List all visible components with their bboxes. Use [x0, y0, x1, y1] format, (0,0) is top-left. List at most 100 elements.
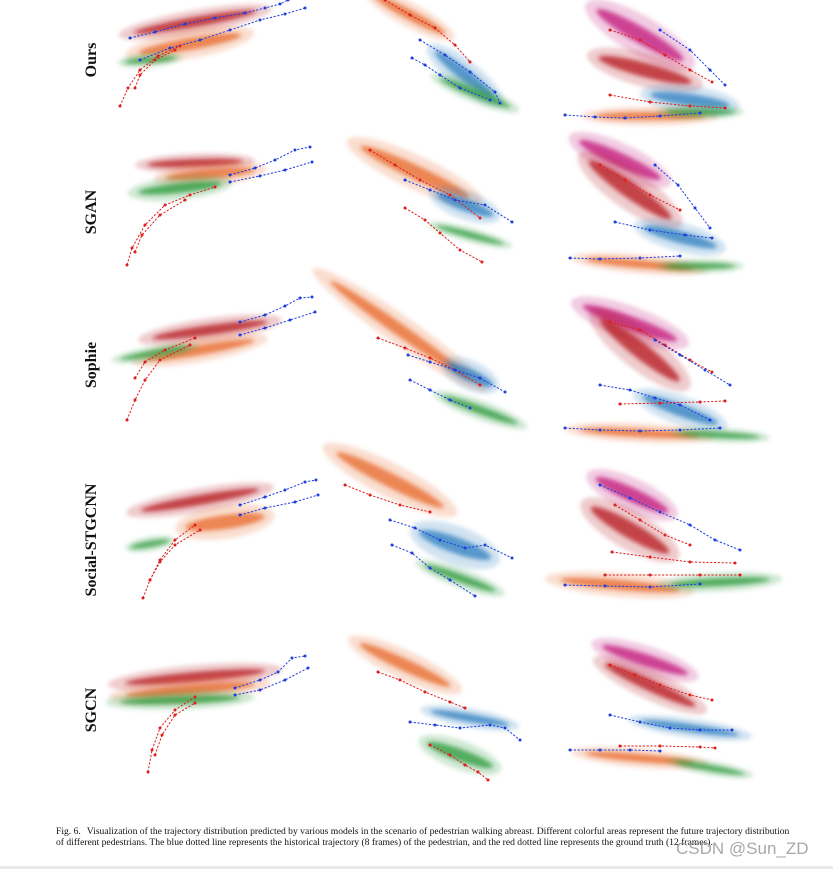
- history-trajectory-point: [303, 480, 307, 484]
- ground-truth-trajectory-point: [486, 778, 490, 782]
- history-trajectory-point: [608, 713, 612, 717]
- history-trajectory: [654, 164, 711, 229]
- ground-truth-trajectory-point: [618, 744, 622, 748]
- history-trajectory-point: [408, 378, 412, 382]
- history-trajectory-point: [418, 38, 422, 42]
- ground-truth-trajectory-point: [138, 68, 142, 72]
- orange-distribution: [360, 145, 470, 199]
- ground-truth-trajectory-point: [463, 706, 467, 710]
- ground-truth-trajectory-point: [193, 695, 197, 699]
- ground-truth-trajectory-point: [140, 233, 144, 237]
- magenta-distribution: [579, 139, 661, 181]
- history-trajectory-point: [713, 538, 717, 542]
- ground-truth-trajectory-point: [688, 543, 692, 547]
- history-trajectory-point: [258, 688, 262, 692]
- red-distribution: [588, 160, 672, 220]
- history-trajectory-point: [473, 594, 477, 598]
- ground-truth-trajectory-point: [343, 483, 347, 487]
- history-trajectory-point: [478, 376, 482, 380]
- history-trajectory-point: [648, 228, 652, 232]
- history-trajectory-point: [293, 148, 297, 152]
- history-trajectory: [407, 354, 506, 393]
- ground-truth-trajectory-point: [428, 510, 432, 514]
- green-distribution: [442, 395, 518, 425]
- history-trajectory-point: [623, 116, 627, 120]
- row-label-sophie: Sophie: [83, 341, 100, 389]
- history-trajectory-point: [688, 48, 692, 52]
- history-trajectory-point: [276, 670, 280, 674]
- ground-truth-trajectory-point: [163, 348, 167, 352]
- history-trajectory-point: [563, 113, 567, 117]
- history-trajectory-point: [683, 233, 687, 237]
- history-trajectory-point: [468, 406, 472, 410]
- history-trajectory: [409, 721, 521, 741]
- ground-truth-trajectory-point: [448, 193, 452, 197]
- history-trajectory-point: [598, 748, 602, 752]
- history-trajectory-point: [428, 388, 432, 392]
- history-trajectory: [239, 296, 313, 323]
- ground-truth-trajectory-point: [698, 745, 702, 749]
- history-trajectory: [659, 29, 726, 86]
- history-trajectory: [391, 544, 476, 597]
- ground-truth-trajectory-point: [138, 73, 142, 77]
- history-trajectory-point: [723, 83, 727, 87]
- ground-truth-trajectory: [619, 400, 726, 405]
- history-trajectory-point: [283, 12, 287, 16]
- ground-truth-trajectory-point: [188, 343, 192, 347]
- orange-distribution: [560, 577, 680, 593]
- ground-truth-trajectory-point: [458, 248, 462, 252]
- ground-truth-trajectory: [609, 321, 713, 373]
- history-trajectory-point: [290, 656, 294, 660]
- history-trajectory: [564, 427, 721, 432]
- ground-truth-trajectory-point: [733, 561, 737, 565]
- history-trajectory-point: [198, 38, 202, 42]
- ground-truth-trajectory-point: [448, 753, 452, 757]
- ground-truth-trajectory: [609, 94, 726, 109]
- ground-truth-trajectory-point: [193, 523, 197, 527]
- history-trajectory-point: [183, 22, 187, 26]
- ground-truth-trajectory-point: [476, 770, 480, 774]
- ground-truth-trajectory-point: [173, 538, 177, 542]
- ground-truth-trajectory-point: [158, 726, 162, 730]
- ground-truth-trajectory-point: [118, 104, 122, 108]
- ground-truth-trajectory-point: [638, 38, 642, 42]
- ground-truth-trajectory-point: [160, 733, 164, 737]
- history-trajectory: [564, 112, 701, 119]
- green-distribution: [124, 56, 176, 64]
- ground-truth-trajectory-point: [143, 378, 147, 382]
- history-trajectory-point: [306, 666, 310, 670]
- history-trajectory-point: [453, 198, 457, 202]
- history-trajectory-point: [283, 168, 287, 172]
- history-trajectory-point: [628, 496, 632, 500]
- history-trajectory-point: [438, 73, 442, 77]
- history-trajectory-point: [316, 493, 320, 497]
- history-trajectory-point: [718, 426, 722, 430]
- history-trajectory-point: [263, 326, 267, 330]
- ground-truth-trajectory: [134, 49, 176, 89]
- ground-truth-trajectory-point: [198, 528, 202, 532]
- history-trajectory-point: [153, 30, 157, 34]
- ground-truth-trajectory-point: [698, 573, 702, 577]
- history-trajectory-point: [563, 583, 567, 587]
- history-trajectory-point: [283, 678, 287, 682]
- orange-distribution: [330, 280, 470, 380]
- history-trajectory-point: [428, 566, 432, 570]
- ground-truth-trajectory-point: [633, 673, 637, 677]
- history-trajectory-point: [314, 478, 318, 482]
- red-distribution: [152, 320, 268, 340]
- ground-truth-trajectory-point: [678, 208, 682, 212]
- ground-truth-trajectory-point: [376, 670, 380, 674]
- ground-truth-trajectory-point: [178, 44, 182, 48]
- ground-truth-trajectory-point: [153, 753, 157, 757]
- history-trajectory-point: [703, 368, 707, 372]
- history-trajectory: [234, 667, 309, 696]
- ground-truth-trajectory-point: [143, 360, 147, 364]
- ground-truth-trajectory: [126, 186, 216, 266]
- ground-truth-trajectory-point: [158, 358, 162, 362]
- ground-truth-trajectory-point: [663, 533, 667, 537]
- green-distribution: [138, 181, 222, 195]
- ground-truth-trajectory-point: [603, 573, 607, 577]
- ground-truth-trajectory-point: [428, 743, 432, 747]
- red-distribution: [140, 488, 260, 512]
- history-trajectory-point: [283, 304, 287, 308]
